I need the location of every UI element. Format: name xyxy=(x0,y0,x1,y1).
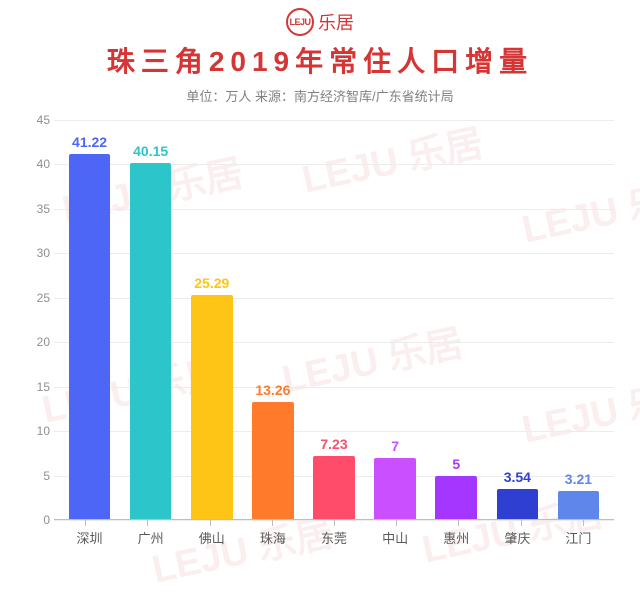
bar-value-label: 5 xyxy=(452,456,460,476)
x-axis-tick xyxy=(85,520,86,526)
y-axis-label: 35 xyxy=(24,202,50,216)
bar-slot: 7 xyxy=(365,120,426,520)
y-axis-label: 5 xyxy=(24,469,50,483)
x-axis-label: 中山 xyxy=(365,520,426,547)
x-axis-label: 佛山 xyxy=(181,520,242,547)
x-axis-tick xyxy=(458,520,459,526)
bar-slot: 3.21 xyxy=(548,120,609,520)
bar-value-label: 3.54 xyxy=(504,469,531,489)
x-axis-label: 江门 xyxy=(548,520,609,547)
x-axis-label: 珠海 xyxy=(242,520,303,547)
x-axis-tick xyxy=(210,520,211,526)
x-axis-tick xyxy=(521,520,522,526)
y-axis-label: 30 xyxy=(24,246,50,260)
x-axis-tick xyxy=(272,520,273,526)
bar-value-label: 7 xyxy=(391,438,399,458)
bar-slot: 3.54 xyxy=(487,120,548,520)
x-axis-tick xyxy=(583,520,584,526)
bar xyxy=(191,295,233,520)
bar-value-label: 3.21 xyxy=(565,471,592,491)
y-axis-label: 40 xyxy=(24,157,50,171)
subtitle: 单位：万人 来源：南方经济智库/广东省统计局 xyxy=(0,80,640,105)
bar xyxy=(252,402,294,520)
x-axis-label: 肇庆 xyxy=(487,520,548,547)
bar-chart: 051015202530354045 41.2240.1525.2913.267… xyxy=(20,120,620,570)
bar xyxy=(558,491,600,520)
bar-slot: 7.23 xyxy=(303,120,364,520)
bar xyxy=(313,456,355,520)
bar xyxy=(435,476,477,520)
logo-mark-icon: LEJU xyxy=(286,8,314,36)
y-axis-label: 25 xyxy=(24,291,50,305)
bar-value-label: 7.23 xyxy=(320,436,347,456)
x-axis-label: 深圳 xyxy=(59,520,120,547)
x-axis-tick xyxy=(334,520,335,526)
bar-slot: 13.26 xyxy=(242,120,303,520)
bar-value-label: 25.29 xyxy=(194,275,229,295)
bar-slot: 41.22 xyxy=(59,120,120,520)
bar-value-label: 13.26 xyxy=(255,382,290,402)
y-axis-label: 15 xyxy=(24,380,50,394)
y-axis-label: 45 xyxy=(24,113,50,127)
bar xyxy=(130,163,172,520)
x-axis-tick xyxy=(396,520,397,526)
bar xyxy=(69,154,111,520)
y-axis-label: 20 xyxy=(24,335,50,349)
x-axis-label: 广州 xyxy=(120,520,181,547)
y-axis-label: 10 xyxy=(24,424,50,438)
x-axis-label: 惠州 xyxy=(426,520,487,547)
bar-value-label: 41.22 xyxy=(72,134,107,154)
y-axis-label: 0 xyxy=(24,513,50,527)
logo-text: 乐居 xyxy=(318,9,354,35)
bar xyxy=(497,489,539,520)
bar xyxy=(374,458,416,520)
bar-slot: 25.29 xyxy=(181,120,242,520)
x-axis-tick xyxy=(147,520,148,526)
bar-slot: 5 xyxy=(426,120,487,520)
bar-value-label: 40.15 xyxy=(133,143,168,163)
page-title: 珠三角2019年常住人口增量 xyxy=(0,36,640,80)
bar-slot: 40.15 xyxy=(120,120,181,520)
logo: LEJU 乐居 xyxy=(0,0,640,36)
